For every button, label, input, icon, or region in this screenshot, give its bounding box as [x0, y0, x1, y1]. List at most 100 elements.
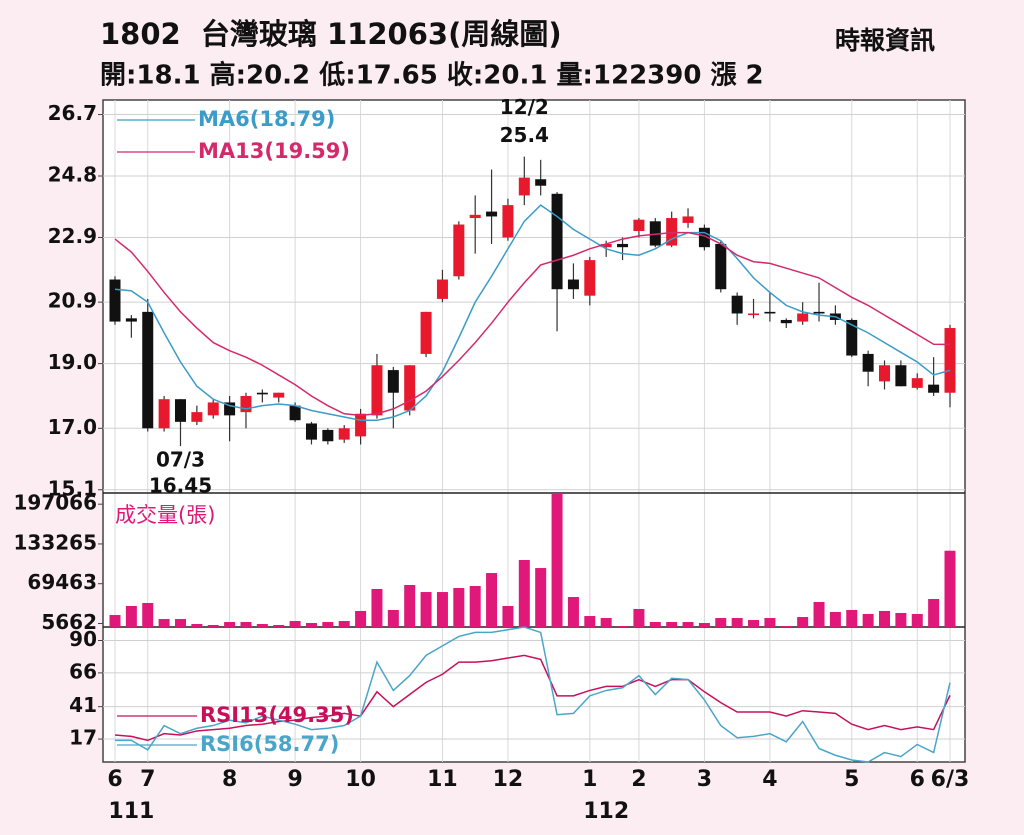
candle-body	[305, 423, 317, 440]
candle-body	[846, 319, 858, 356]
legend-label: RSI6(58.77)	[200, 732, 339, 756]
candle-body	[535, 179, 547, 186]
y-tick-label: 17.0	[48, 415, 97, 439]
candle-body	[142, 311, 154, 429]
x-tick-label: 1	[582, 767, 597, 792]
candle-body	[453, 224, 465, 277]
volume-bar	[666, 622, 678, 627]
x-tick-label: 3	[697, 767, 712, 792]
candle-body	[256, 392, 268, 395]
candle-body	[109, 279, 121, 322]
candle-body	[879, 365, 891, 382]
volume-bar	[698, 623, 710, 627]
volume-bar	[584, 616, 596, 627]
volume-bar	[600, 618, 612, 627]
volume-bar	[928, 599, 940, 627]
volume-bar	[224, 622, 236, 627]
y-tick-label: 24.8	[48, 163, 97, 187]
x-tick-label: 2	[631, 767, 646, 792]
x-tick-label: 6	[910, 767, 925, 792]
y-tick-label: 15.1	[48, 476, 97, 500]
annotation-date: 12/2	[500, 95, 549, 119]
volume-bar	[158, 619, 170, 627]
annotation-date: 07/3	[156, 448, 205, 472]
candle-body	[764, 311, 776, 314]
x-tick-label: 8	[222, 767, 237, 792]
x-sub-label: 111	[108, 799, 154, 824]
y-tick-label: 41	[69, 693, 97, 717]
y-tick-label: 20.9	[48, 289, 97, 313]
candle-body	[895, 365, 907, 387]
volume-bar	[764, 618, 776, 627]
candle-body	[387, 370, 399, 393]
x-tick-label: 7	[140, 767, 155, 792]
candle-body	[551, 193, 563, 290]
series-line	[115, 626, 951, 763]
candle-body	[125, 318, 137, 322]
candle-body	[436, 279, 448, 299]
candle-body	[502, 205, 514, 238]
volume-bar	[780, 626, 792, 627]
candle-body	[928, 384, 940, 393]
x-tick-label: 6	[107, 767, 122, 792]
y-tick-label: 19.0	[48, 350, 97, 374]
volume-bar	[371, 588, 383, 627]
candle-body	[289, 405, 301, 421]
x-tick-label: 9	[287, 767, 302, 792]
volume-bar	[420, 592, 432, 627]
candle-body	[420, 311, 432, 354]
subtitle: 開:18.1 高:20.2 低:17.65 收:20.1 量:122390 漲 …	[100, 60, 764, 91]
x-sub-label: 112	[583, 799, 629, 824]
volume-bar	[846, 609, 858, 627]
volume-bar	[469, 585, 481, 627]
volume-bar	[453, 587, 465, 627]
candle-body	[322, 429, 334, 442]
volume-bar	[813, 602, 825, 627]
volume-bar	[404, 584, 416, 627]
volume-bar	[944, 550, 956, 627]
volume-bar	[305, 623, 317, 627]
candle-body	[797, 313, 809, 322]
y-tick-label: 197066	[14, 491, 98, 515]
series-line	[114, 654, 951, 742]
legend-label: RSI13(49.35)	[200, 703, 354, 727]
volume-bar	[649, 622, 661, 627]
volume-bar	[797, 617, 809, 627]
candle-body	[371, 365, 383, 416]
candle-body	[813, 311, 825, 314]
volume-bar	[567, 597, 579, 627]
volume-bar	[731, 618, 743, 627]
y-tick-label: 26.7	[48, 101, 97, 125]
candle-body	[518, 177, 530, 196]
candle-body	[273, 392, 285, 398]
x-tick-label: 10	[345, 767, 376, 792]
volume-bar	[518, 560, 530, 627]
series-line	[114, 204, 951, 421]
y-tick-label: 5662	[41, 610, 97, 634]
candle-body	[584, 260, 596, 296]
volume-bar	[502, 605, 514, 627]
legend-label: MA13(19.59)	[198, 139, 350, 163]
volume-bar	[911, 613, 923, 627]
x-tick-label: 4	[762, 767, 777, 792]
candle-body	[404, 365, 416, 411]
candle-body	[600, 243, 612, 248]
y-tick-label: 66	[69, 659, 97, 683]
volume-bar	[174, 619, 186, 627]
candle-body	[666, 218, 678, 246]
plot-frame	[102, 99, 966, 763]
volume-bar	[895, 612, 907, 627]
candle-body	[649, 221, 661, 246]
candle-body	[207, 402, 219, 416]
candle-body	[486, 211, 498, 217]
chart-title: 1802 台灣玻璃 112063(周線圖)	[100, 17, 562, 51]
x-tick-label: 12	[493, 767, 524, 792]
volume-bar	[633, 608, 645, 627]
candle-body	[191, 412, 203, 422]
volume-bar	[256, 624, 268, 627]
volume-bar	[207, 625, 219, 627]
volume-bar	[142, 603, 154, 627]
legend-label: MA6(18.79)	[198, 107, 335, 131]
volume-bar	[879, 610, 891, 627]
volume-bar	[191, 624, 203, 627]
